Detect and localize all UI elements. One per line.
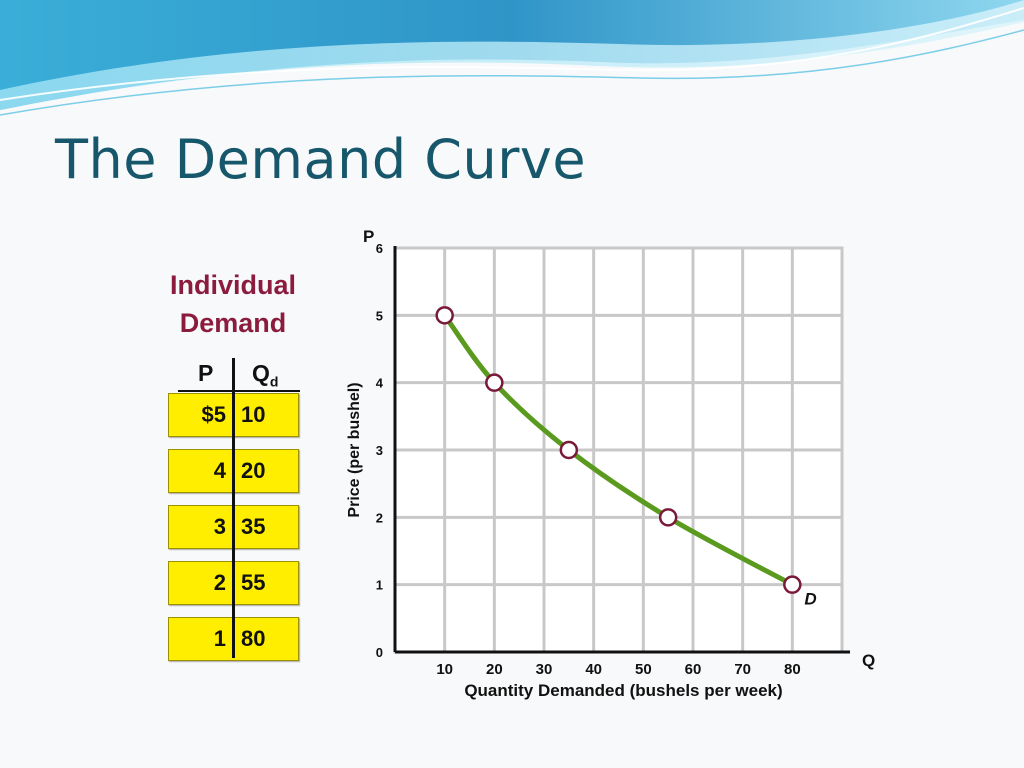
decorative-wave-banner xyxy=(0,0,1024,116)
x-tick-label: 20 xyxy=(486,661,503,678)
data-point xyxy=(435,306,454,325)
x-tick-label: 60 xyxy=(685,661,702,678)
table-header-rule xyxy=(178,390,300,392)
y-tick-label: 5 xyxy=(376,308,383,323)
quantity-cell: 35 xyxy=(241,514,266,539)
x-axis-letter: Q xyxy=(862,651,875,670)
y-tick-label: 1 xyxy=(376,578,383,593)
price-cell: 1 xyxy=(213,626,226,651)
x-tick-label: 70 xyxy=(734,661,751,678)
price-cell: 4 xyxy=(213,458,226,483)
chart-grid xyxy=(393,246,844,654)
price-cell: $5 xyxy=(201,402,226,427)
data-point xyxy=(485,373,504,392)
quantity-cell: 10 xyxy=(241,402,266,427)
x-tick-label: 30 xyxy=(536,661,553,678)
y-tick-label: 4 xyxy=(376,376,384,391)
quantity-cell: 80 xyxy=(241,626,266,651)
table-heading-line-1: Individual xyxy=(169,270,296,300)
x-tick-label: 10 xyxy=(436,661,453,678)
quantity-cell: 20 xyxy=(241,458,266,483)
y-tick-label: 3 xyxy=(376,443,383,458)
x-tick-label: 40 xyxy=(585,661,602,678)
table-divider-line xyxy=(232,358,235,658)
column-header-price: P xyxy=(198,360,214,386)
curve-label: D xyxy=(804,590,816,609)
column-header-quantity-letter: Q xyxy=(252,360,270,386)
demand-chart: 0 1 2 3 4 5 6 10 20 30 40 50 60 70 80 D P Q Price (per… xyxy=(346,227,875,700)
table-heading: Individual Demand xyxy=(150,266,316,342)
x-tick-label: 80 xyxy=(784,661,801,678)
price-cell: 2 xyxy=(213,570,226,595)
chart-ticks: 0 1 2 3 4 5 6 10 20 30 40 50 60 70 80 xyxy=(376,241,801,678)
table-heading-line-2: Demand xyxy=(179,308,287,338)
y-tick-label: 6 xyxy=(376,241,383,256)
y-tick-label: 2 xyxy=(376,510,383,525)
chart-series: D xyxy=(435,306,817,609)
column-header-quantity-subscript: d xyxy=(269,373,279,390)
y-tick-label: 0 xyxy=(376,645,383,660)
price-cell: 3 xyxy=(213,514,226,539)
y-axis-letter: P xyxy=(363,227,374,246)
column-header-quantity: Qd xyxy=(252,360,278,390)
x-axis-label: Quantity Demanded (bushels per week) xyxy=(464,681,782,700)
data-point xyxy=(658,508,678,527)
slide-title: The Demand Curve xyxy=(55,128,587,191)
data-point xyxy=(559,440,579,460)
y-axis-label: Price (per bushel) xyxy=(346,382,363,517)
data-point xyxy=(783,575,802,594)
x-tick-label: 50 xyxy=(635,661,652,678)
quantity-cell: 55 xyxy=(241,570,266,595)
chart-axes xyxy=(393,246,850,654)
